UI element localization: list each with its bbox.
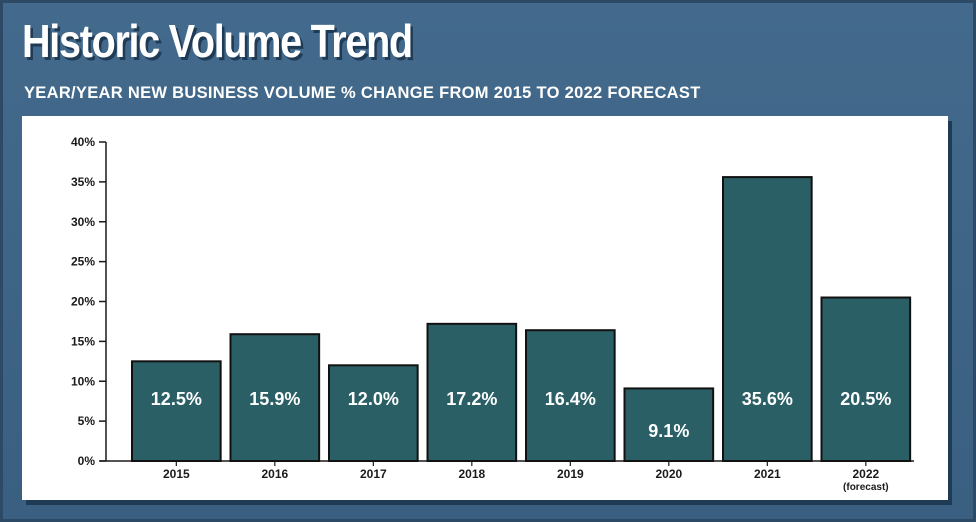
x-tick-note: (forecast) <box>843 482 889 493</box>
bar-chart: 0% 5% 10% 15% 20% 25% 30% 35% 40% 12.5% 2015 15.9% 2… <box>71 135 914 493</box>
data-label: 15.9% <box>249 389 300 409</box>
bar-2017 <box>328 364 419 462</box>
y-tick-label: 35% <box>71 175 95 189</box>
y-tick-label: 20% <box>71 295 95 309</box>
data-label: 35.6% <box>742 389 793 409</box>
y-tick-label: 25% <box>71 255 95 269</box>
data-label: 12.0% <box>348 389 399 409</box>
x-tick-label: 2021 <box>754 467 781 481</box>
x-tick-label: 2018 <box>458 467 485 481</box>
bar-2015 <box>131 360 222 462</box>
x-tick-label: 2017 <box>360 467 387 481</box>
data-label: 20.5% <box>840 389 891 409</box>
bar-2020 <box>623 387 715 462</box>
y-tick-label: 30% <box>71 215 95 229</box>
y-tick-label: 5% <box>78 414 96 428</box>
x-tick-label: 2020 <box>655 467 682 481</box>
y-tick-label: 40% <box>71 135 95 149</box>
bar-2018 <box>426 322 518 462</box>
x-tick-label: 2016 <box>261 467 288 481</box>
x-tick-label: 2022 <box>852 467 879 481</box>
x-tick-label: 2015 <box>163 467 190 481</box>
chart-subtitle: YEAR/YEAR NEW BUSINESS VOLUME % CHANGE F… <box>24 84 701 102</box>
bar-2022 <box>820 296 912 462</box>
y-tick-label: 10% <box>71 374 95 388</box>
data-label: 9.1% <box>648 421 689 441</box>
bar-2019 <box>525 329 616 462</box>
y-tick-label: 0% <box>78 454 96 468</box>
data-label: 12.5% <box>151 389 202 409</box>
bar-2016 <box>229 333 321 462</box>
y-tick-label: 15% <box>71 334 95 348</box>
bar-2021 <box>722 176 813 463</box>
chart-panel: 0% 5% 10% 15% 20% 25% 30% 35% 40% 12.5% 2015 15.9% 2… <box>22 116 948 500</box>
data-label: 16.4% <box>545 389 596 409</box>
page-title: Historic Volume Trend <box>22 15 413 67</box>
x-tick-label: 2019 <box>557 467 584 481</box>
data-label: 17.2% <box>446 389 497 409</box>
